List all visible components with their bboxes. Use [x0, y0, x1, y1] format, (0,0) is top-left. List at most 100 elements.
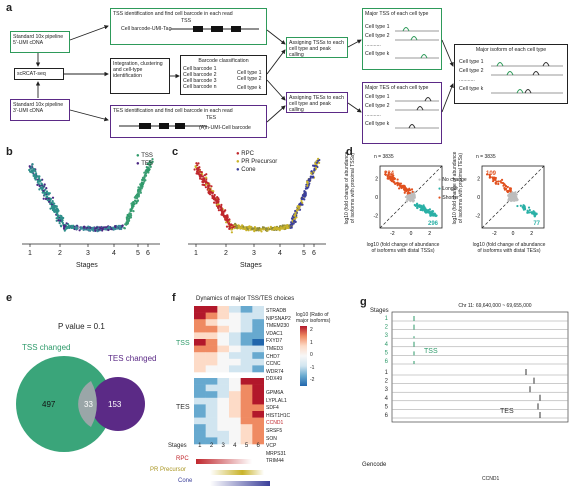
heatmap-cell: [194, 391, 206, 399]
gene-label: CHD7: [266, 353, 280, 360]
cell-point: [310, 172, 313, 175]
barcode-title: Barcode classification: [198, 58, 249, 64]
cell-point: [99, 227, 102, 230]
cell-point: [63, 226, 66, 229]
no-change-point: [515, 195, 518, 198]
celltype-item: Cell type 2: [237, 76, 262, 82]
heatmap-cell: [205, 397, 218, 405]
heatmap-cell: [252, 365, 264, 373]
heatmap-cell: [217, 339, 230, 346]
cell-point: [60, 225, 63, 228]
cell-point: [197, 169, 200, 172]
cell-point: [101, 229, 104, 232]
cell-point: [286, 224, 289, 227]
tss-row-label: 1: [385, 316, 389, 322]
cell-point: [55, 212, 59, 215]
tes-row-label: 6: [385, 413, 389, 419]
venn-tss-label: TSS changed: [22, 343, 71, 352]
longer-point: [528, 211, 532, 214]
cell-point: [309, 175, 312, 178]
heatmap-cell: [240, 437, 253, 445]
longer-point: [419, 206, 423, 209]
heatmap-cell: [194, 404, 206, 412]
heatmap-cell: [240, 391, 253, 399]
x-tick-label: 2: [58, 250, 62, 257]
cell-point: [219, 205, 223, 208]
cell-point: [316, 161, 319, 164]
cell-point: [147, 162, 150, 165]
heatmap-cell: [205, 358, 218, 366]
cell-point: [207, 187, 210, 190]
heatmap-cell: [229, 411, 241, 418]
cell-point: [303, 190, 306, 193]
cell-point: [209, 193, 212, 196]
gene-label: GPM6A: [266, 389, 284, 396]
cell-point: [60, 215, 63, 218]
cell-point: [288, 225, 291, 228]
heatmap-cell: [252, 306, 264, 313]
cell-point: [95, 226, 98, 229]
gene-label: CCND1: [266, 420, 284, 427]
shorter-point: [399, 182, 403, 185]
cell-point: [96, 230, 99, 233]
cell-point: [265, 227, 268, 230]
heatmap-cell: [205, 417, 218, 425]
heatmap-scale-ticks: 2 1 0 -1 -2: [310, 327, 315, 384]
heatmap-cell: [229, 391, 241, 399]
gene-label: HIST1H1C: [266, 412, 291, 419]
cell-point: [149, 165, 152, 168]
major-tss-peaks: [395, 27, 439, 59]
panel-e-label: e: [6, 292, 13, 304]
cell-point: [31, 171, 34, 174]
heatmap-cell: [217, 404, 230, 412]
cell-point: [131, 203, 134, 206]
longer-point: [427, 210, 430, 213]
panel-f-label: f: [172, 292, 176, 304]
heatmap-cell: [252, 345, 264, 353]
x-tick-label: 5: [302, 250, 306, 257]
heatmap-cell: [252, 411, 264, 418]
cell-point: [45, 187, 48, 190]
legend-tes: ● TES: [136, 161, 153, 167]
heatmap-cell: [240, 306, 253, 313]
cell-point: [210, 185, 213, 188]
cell-point: [29, 170, 32, 173]
heatmap-cell: [194, 430, 206, 438]
cell-point: [309, 177, 312, 180]
cell-point: [72, 224, 75, 227]
heatmap-cell: [205, 411, 218, 418]
major-tes-title: Major TES of each cell type: [365, 85, 429, 91]
gene-label: MRPS31: [266, 450, 287, 457]
y-tick-label: 0: [477, 195, 480, 201]
shorter-point: [499, 180, 502, 183]
cell-point: [51, 200, 54, 203]
heatmap-scale-title: log10 (Ratio of major isoforms): [296, 312, 331, 324]
barcode-list: Cell barcode 1 Cell barcode 2 Cell barco…: [183, 66, 216, 90]
legend-rpc: ● RPC: [236, 151, 254, 157]
cell-point: [209, 190, 212, 193]
shorter-point: [491, 176, 494, 179]
cell-point: [199, 173, 202, 177]
cell-point: [55, 205, 58, 208]
heatmap-cell: [194, 365, 206, 373]
longer-point: [429, 214, 432, 217]
shorter-point: [494, 176, 497, 180]
gene-label: SON: [266, 435, 277, 442]
heatmap-cell: [194, 325, 206, 333]
cell-point: [36, 183, 39, 186]
gencode-label: Gencode: [362, 462, 387, 468]
heatmap-cell: [252, 404, 264, 412]
cell-point: [304, 194, 307, 197]
major-isoform-rows: Cell type 1 Cell type 2 ........... Cell…: [459, 58, 484, 94]
cell-point: [204, 186, 207, 189]
tss-read-diagram: [171, 26, 259, 32]
heatmap-cell: [217, 332, 230, 340]
x-tick-label: 5: [136, 250, 140, 257]
bar-cone-label: Cone: [178, 478, 193, 484]
cell-point: [193, 168, 196, 171]
longer-point: [421, 209, 424, 212]
y-tick-label: 2: [375, 176, 378, 182]
longer-point: [533, 211, 536, 214]
cell-point: [220, 210, 224, 213]
no-change-point: [512, 194, 515, 197]
